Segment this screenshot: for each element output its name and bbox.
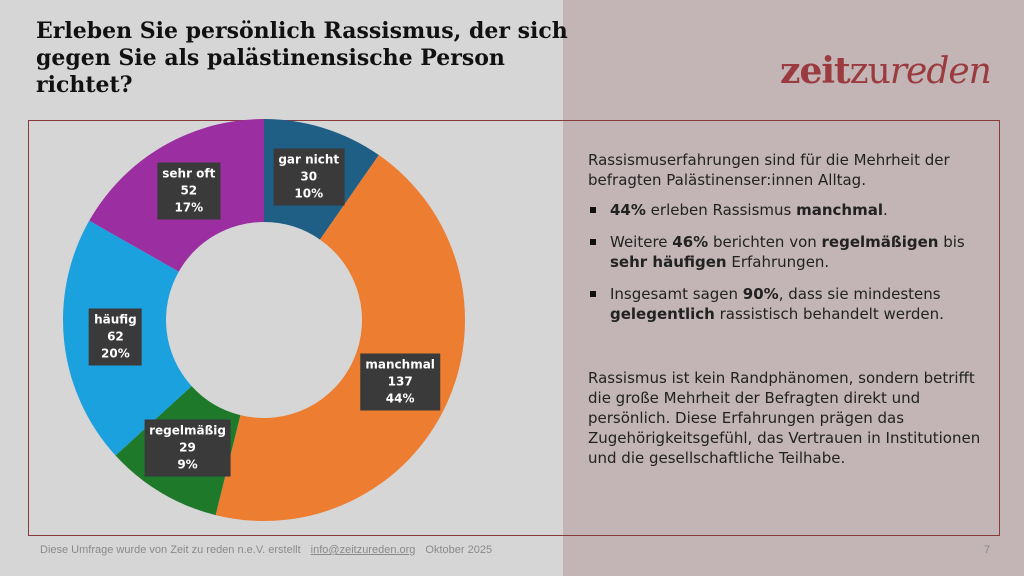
label-percent: 10% xyxy=(294,186,324,201)
label-count: 52 xyxy=(180,183,198,198)
label-name: manchmal xyxy=(365,357,435,372)
label-count: 29 xyxy=(179,440,196,455)
label-percent: 44% xyxy=(385,391,415,406)
slice-manchmal xyxy=(215,155,465,521)
bullet-1: 44% erleben Rassismus manchmal. xyxy=(590,200,988,220)
right-panel xyxy=(563,0,1024,576)
email-link[interactable]: info@zeitzureden.org xyxy=(310,544,416,556)
label-percent: 20% xyxy=(101,346,130,361)
data-label: sehr oft 52 17% xyxy=(157,162,221,220)
logo: zeitzureden xyxy=(780,50,992,92)
label-count: 137 xyxy=(387,374,413,389)
summary-text: Rassismuserfahrungen sind für die Mehrhe… xyxy=(588,150,988,468)
content-frame xyxy=(28,120,1000,536)
data-label: häufig 62 20% xyxy=(89,308,142,366)
page-number: 7 xyxy=(984,544,991,556)
label-name: häufig xyxy=(94,312,137,327)
label-percent: 17% xyxy=(174,200,204,215)
label-count: 62 xyxy=(107,329,124,344)
label-name: sehr oft xyxy=(162,166,216,181)
bullet-3: Insgesamt sagen 90%, dass sie mindestens… xyxy=(590,284,988,324)
data-label: regelmäßig 29 9% xyxy=(144,419,231,477)
data-label: manchmal 137 44% xyxy=(360,353,440,411)
slide-title: Erleben Sie persönlich Rassismus, der si… xyxy=(36,18,568,98)
label-percent: 9% xyxy=(177,457,198,472)
data-label: gar nicht 30 10% xyxy=(273,148,345,206)
intro: Rassismuserfahrungen sind für die Mehrhe… xyxy=(588,151,950,189)
footer-credit: Diese Umfrage wurde von Zeit zu reden n.… xyxy=(40,544,301,556)
label-name: gar nicht xyxy=(278,152,340,167)
footer-date: Oktober 2025 xyxy=(425,544,493,556)
label-name: regelmäßig xyxy=(149,423,226,438)
label-count: 30 xyxy=(300,169,318,184)
footer: Diese Umfrage wurde von Zeit zu reden n.… xyxy=(40,544,492,556)
conclusion: Rassismus ist kein Randphänomen, sondern… xyxy=(588,369,981,467)
bullet-2: Weitere 46% berichten von regelmäßigen b… xyxy=(590,232,988,272)
